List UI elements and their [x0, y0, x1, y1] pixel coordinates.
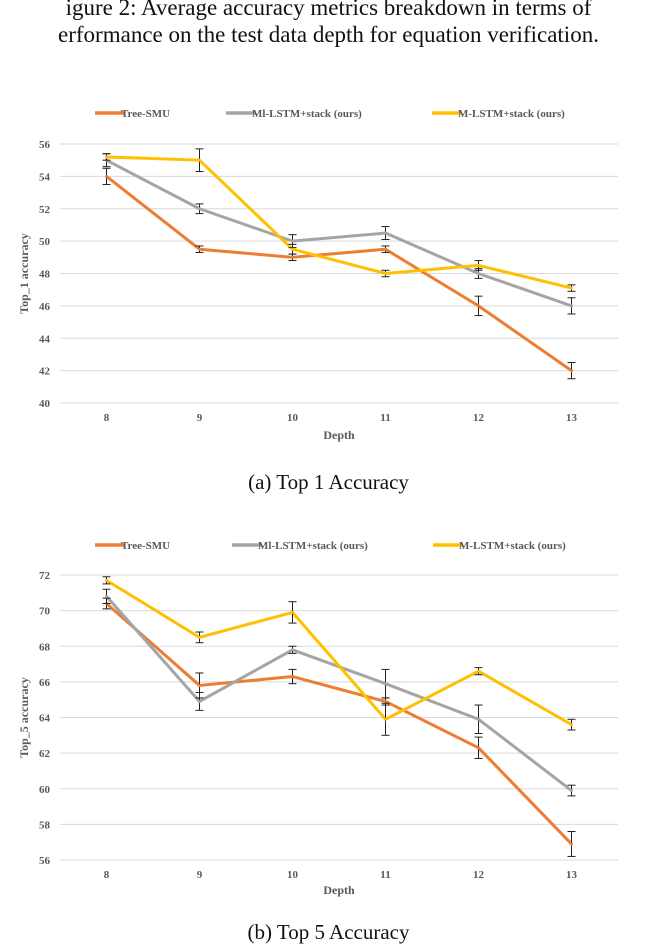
legend-label-2: M-LSTM+stack (ours) — [458, 108, 565, 120]
data-point-2-3 — [384, 717, 387, 721]
data-point-2-0 — [105, 155, 108, 159]
y-tick-label-7: 54 — [39, 171, 51, 183]
series-line-0 — [105, 602, 573, 846]
y-tick-label-1: 58 — [39, 819, 51, 831]
data-point-1-3 — [384, 682, 387, 686]
y-tick-label-8: 72 — [39, 570, 51, 582]
y-tick-label-4: 64 — [39, 713, 51, 725]
data-point-2-2 — [291, 247, 294, 251]
x-tick-label-2: 10 — [287, 869, 299, 881]
chart-top1-svg: Tree-SMU Ml-LSTM+stack (ours) M-LSTM+stack… — [17, 108, 618, 442]
chart-top1-accuracy: Tree-SMU Ml-LSTM+stack (ours) M-LSTM+stack… — [0, 90, 657, 450]
series-line-1 — [105, 158, 572, 308]
chart-top5-accuracy: Tree-SMU Ml-LSTM+stack (ours) M-LSTM+stack… — [0, 530, 657, 900]
data-point-2-0 — [105, 578, 108, 582]
y-tick-label-5: 66 — [39, 677, 51, 689]
data-point-0-4 — [477, 304, 480, 308]
data-point-2-5 — [570, 286, 573, 290]
x-tick-label-4: 12 — [473, 869, 485, 881]
data-point-0-1 — [198, 247, 201, 251]
y-tick-label-5: 50 — [39, 236, 51, 248]
data-point-0-5 — [570, 842, 573, 846]
x-tick-label-5: 13 — [566, 869, 578, 881]
data-point-1-2 — [291, 239, 294, 243]
data-point-0-3 — [384, 247, 387, 251]
y-tick-label-0: 56 — [39, 855, 51, 867]
y-tick-label-1: 42 — [39, 366, 51, 378]
chart-top5-svg: Tree-SMU Ml-LSTM+stack (ours) M-LSTM+stack… — [17, 540, 618, 897]
legend-label-1: Ml-LSTM+stack (ours) — [252, 108, 362, 120]
x-tick-label-1: 9 — [197, 869, 203, 881]
data-point-1-0 — [105, 594, 108, 598]
y-tick-label-7: 70 — [39, 606, 51, 618]
data-point-2-4 — [477, 669, 480, 673]
legend-label-0: Tree-SMU — [121, 108, 170, 120]
x-axis-label: Depth — [323, 428, 355, 442]
data-point-1-4 — [477, 717, 480, 721]
data-point-2-3 — [384, 272, 387, 275]
legend-label-1: Ml-LSTM+stack (ours) — [258, 540, 368, 552]
x-tick-label-5: 13 — [566, 412, 578, 424]
data-point-0-0 — [105, 174, 108, 178]
y-tick-label-0: 40 — [39, 398, 51, 410]
y-tick-label-6: 68 — [39, 641, 51, 653]
data-point-0-5 — [570, 369, 573, 373]
y-tick-label-2: 44 — [39, 333, 51, 345]
data-point-1-2 — [291, 648, 294, 652]
x-tick-label-4: 12 — [473, 412, 485, 424]
y-tick-label-6: 52 — [39, 204, 51, 216]
data-point-1-4 — [477, 272, 480, 275]
data-point-1-5 — [570, 789, 573, 793]
data-point-0-3 — [384, 699, 387, 703]
data-point-2-4 — [477, 263, 480, 267]
figure-caption-line-2: erformance on the test data depth for eq… — [58, 22, 599, 47]
y-tick-label-8: 56 — [39, 139, 51, 151]
series-line-2 — [106, 155, 572, 290]
y-tick-label-4: 48 — [39, 269, 51, 281]
data-point-1-1 — [198, 207, 201, 211]
series-line-1 — [105, 595, 573, 792]
x-tick-label-2: 10 — [287, 412, 299, 424]
data-point-0-2 — [291, 675, 294, 679]
y-tick-label-3: 46 — [39, 301, 51, 313]
data-point-2-5 — [570, 723, 573, 727]
series-line-2 — [105, 579, 573, 726]
data-point-1-5 — [570, 304, 573, 308]
x-tick-label-1: 9 — [197, 412, 203, 424]
figure-caption: igure 2: Average accuracy metrics breakd… — [0, 0, 657, 48]
x-axis-label: Depth — [323, 883, 355, 897]
data-point-2-2 — [291, 610, 294, 614]
figure-caption-line-1: igure 2: Average accuracy metrics breakd… — [65, 0, 592, 20]
y-axis-label: Top_5 accuracy — [17, 677, 31, 758]
data-point-1-3 — [384, 231, 387, 235]
x-tick-label-3: 11 — [380, 412, 390, 424]
legend-label-2: M-LSTM+stack (ours) — [459, 540, 566, 552]
subcaption-top5: (b) Top 5 Accuracy — [247, 920, 410, 944]
y-axis-label: Top_1 accuracy — [17, 233, 31, 314]
subcaption-top1: (a) Top 1 Accuracy — [248, 470, 409, 494]
data-point-0-1 — [198, 683, 201, 687]
data-point-0-2 — [291, 255, 294, 259]
y-tick-label-3: 62 — [39, 748, 51, 760]
data-point-1-1 — [198, 699, 201, 703]
data-point-2-1 — [198, 635, 201, 639]
data-point-0-4 — [477, 746, 480, 750]
legend-label-0: Tree-SMU — [121, 540, 170, 552]
x-tick-label-3: 11 — [380, 869, 390, 881]
x-tick-label-0: 8 — [104, 869, 110, 881]
y-tick-label-2: 60 — [39, 784, 51, 796]
data-point-2-1 — [198, 158, 201, 162]
series-line-0 — [105, 175, 573, 372]
x-tick-label-0: 8 — [104, 412, 110, 424]
